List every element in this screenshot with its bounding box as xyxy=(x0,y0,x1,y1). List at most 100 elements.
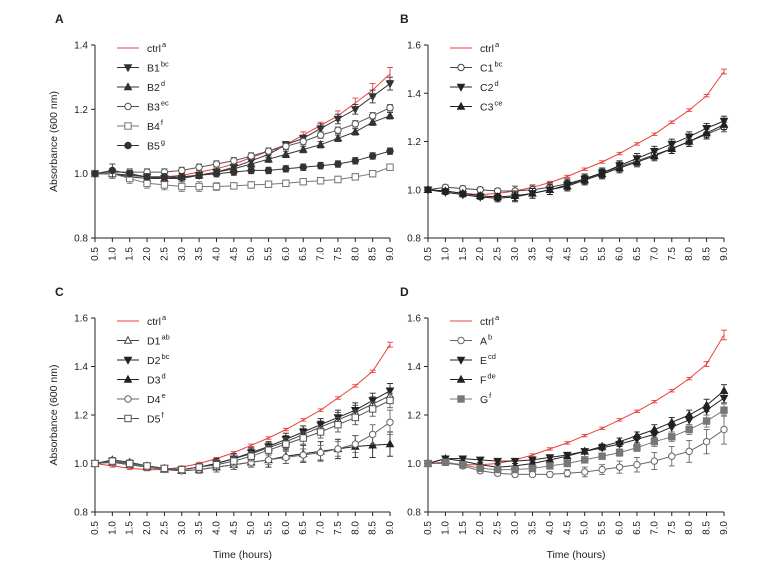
series-d3 xyxy=(90,431,395,474)
x-tick-label: 5.0 xyxy=(246,521,257,535)
legend-label: Fde xyxy=(480,372,496,387)
data-point xyxy=(684,410,694,419)
legend-entry: ctrla xyxy=(117,313,167,328)
legend-superscript: a xyxy=(495,40,500,49)
x-tick-label: 3.0 xyxy=(177,521,188,535)
series-line xyxy=(427,429,725,475)
data-point xyxy=(143,462,151,470)
data-point xyxy=(264,154,273,163)
data-point xyxy=(264,147,273,155)
data-point xyxy=(316,131,325,139)
legend-label: ctrla xyxy=(480,313,500,328)
data-point xyxy=(230,182,238,190)
y-tick-label: 1.0 xyxy=(407,185,421,196)
x-tick-label: 4.0 xyxy=(545,247,556,261)
data-point xyxy=(333,115,343,124)
x-tick-label: 3.5 xyxy=(527,247,538,261)
x-tick-label: 9.0 xyxy=(719,521,730,535)
x-tick-label: 0.5 xyxy=(423,247,434,261)
legend-entry: B1bc xyxy=(117,60,169,75)
x-tick-label: 1.5 xyxy=(458,521,469,535)
legend-superscript: a xyxy=(162,40,167,49)
data-point xyxy=(441,458,450,466)
x-tick-label: 3.0 xyxy=(510,247,521,261)
legend-entry: Fde xyxy=(450,372,496,387)
legend-label: B5g xyxy=(147,138,165,153)
legend-label: B4f xyxy=(147,118,164,133)
data-point xyxy=(650,424,659,433)
series-d5 xyxy=(91,392,394,474)
data-point xyxy=(650,151,659,160)
data-point xyxy=(281,149,291,158)
series-line xyxy=(95,115,391,179)
data-point xyxy=(385,80,395,89)
legend-entry: B4f xyxy=(117,118,164,133)
data-point xyxy=(597,441,607,450)
x-tick-label: 0.5 xyxy=(90,247,101,261)
legend: ctrla D1ab D2bc D3d D4e D5f xyxy=(117,313,170,426)
data-point xyxy=(385,387,395,396)
panel-c: C 0.8 1.0 1.2 1.4 1.6 0.5 1.0 1.5 2.0 2.5 3.0 3.5 4.0… xyxy=(48,285,396,561)
data-point xyxy=(386,147,394,155)
panel-letter: D xyxy=(400,285,409,299)
series-line xyxy=(95,166,391,187)
x-tick-label: 3.5 xyxy=(194,247,205,261)
legend-entry: ctrla xyxy=(117,40,167,55)
data-point xyxy=(282,179,290,188)
data-point xyxy=(351,120,359,128)
data-point xyxy=(334,160,342,168)
x-tick-label: 2.5 xyxy=(159,247,170,261)
x-tick-label: 6.0 xyxy=(615,521,626,535)
data-point xyxy=(316,448,325,457)
legend-label: D5f xyxy=(147,411,164,426)
data-point xyxy=(598,452,606,460)
x-tick-label: 8.0 xyxy=(350,521,361,535)
data-point xyxy=(368,397,377,406)
legend-label: C3ce xyxy=(480,99,502,114)
x-tick-label: 3.5 xyxy=(527,521,538,535)
y-tick-label: 0.8 xyxy=(74,234,88,245)
data-point xyxy=(299,178,307,186)
data-point xyxy=(668,433,676,441)
legend-label: ctrla xyxy=(480,40,500,55)
data-point xyxy=(493,457,502,466)
data-point xyxy=(333,133,343,142)
legend-label: D4e xyxy=(147,391,166,406)
legend-superscript: g xyxy=(161,138,165,147)
data-point xyxy=(334,175,342,184)
legend-marker xyxy=(456,83,466,92)
x-tick-label: 8.5 xyxy=(368,521,379,535)
legend-marker xyxy=(123,335,133,344)
legend-entry: C2d xyxy=(450,79,499,94)
panel-a: A 0.8 1.0 1.2 1.4 0.5 1.0 1.5 2.0 2.5 3.0 3.5 4.0 4.5… xyxy=(48,12,396,261)
x-tick-label: 2.0 xyxy=(475,521,486,535)
data-point xyxy=(545,185,555,193)
legend-entry: D1ab xyxy=(117,333,170,348)
data-point xyxy=(633,444,641,452)
legend-label: Gf xyxy=(480,391,492,406)
y-tick-label: 0.8 xyxy=(407,508,421,519)
data-point xyxy=(195,182,203,191)
legend-superscript: cd xyxy=(488,352,496,361)
data-point xyxy=(684,136,694,145)
x-tick-label: 2.5 xyxy=(493,521,504,535)
series-line xyxy=(427,71,725,196)
data-point xyxy=(580,446,590,455)
legend-label: D3d xyxy=(147,372,166,387)
data-point xyxy=(212,461,221,469)
legend: ctrla B1bc B2d B3ec B4f B5g xyxy=(117,40,169,153)
data-point xyxy=(316,139,325,148)
x-tick-label: 6.5 xyxy=(298,521,309,535)
x-tick-label: 1.0 xyxy=(440,521,451,535)
legend-label: D2bc xyxy=(147,352,170,367)
legend-entry: C1bc xyxy=(450,60,503,75)
series-c3 xyxy=(423,119,729,202)
x-tick-label: 2.5 xyxy=(159,521,170,535)
data-point xyxy=(351,173,359,181)
data-point xyxy=(247,181,255,189)
data-point xyxy=(650,437,659,446)
legend-superscript: f xyxy=(161,411,164,420)
data-point xyxy=(633,461,641,469)
legend-entry: Ecd xyxy=(450,352,496,367)
y-tick-label: 1.4 xyxy=(74,41,88,52)
